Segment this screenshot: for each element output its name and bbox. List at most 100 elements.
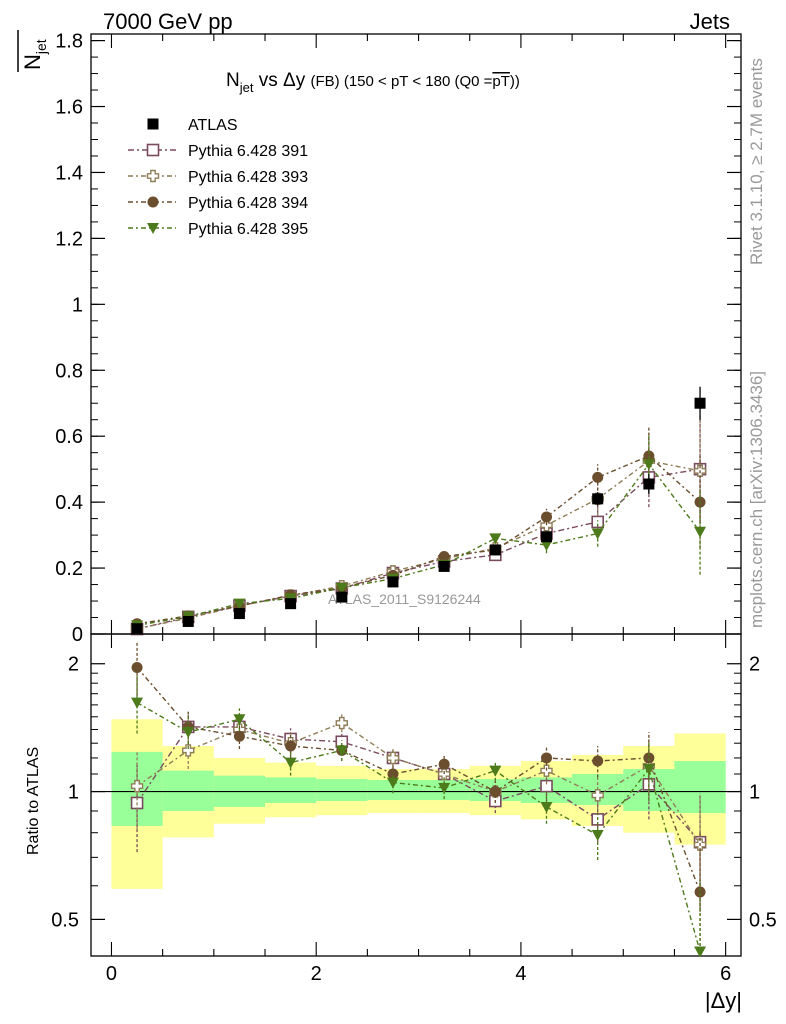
legend-label: Pythia 6.428 394 bbox=[188, 195, 308, 212]
data-point bbox=[642, 764, 655, 776]
data-point bbox=[233, 608, 245, 620]
plot-frame bbox=[90, 633, 742, 957]
y-tick-label: 1.8 bbox=[55, 31, 83, 53]
data-point bbox=[642, 459, 655, 471]
y-tick-label: 1.2 bbox=[55, 228, 83, 250]
data-point bbox=[592, 471, 604, 483]
data-point bbox=[336, 591, 348, 603]
data-point bbox=[335, 745, 348, 757]
series-4 bbox=[131, 676, 707, 958]
data-point bbox=[438, 560, 450, 572]
legend-marker bbox=[147, 196, 159, 208]
mcplots-label: mcplots.cern.ch [arXiv:1306.3436] bbox=[747, 371, 766, 628]
uncertainty-band-inner bbox=[316, 779, 368, 802]
data-point bbox=[489, 765, 502, 777]
x-axis-label: |Δy| bbox=[705, 988, 742, 1013]
legend-label: Pythia 6.428 395 bbox=[188, 221, 308, 238]
legend-marker bbox=[147, 223, 159, 234]
series-line bbox=[136, 455, 701, 625]
data-point bbox=[694, 526, 707, 538]
data-point bbox=[540, 539, 553, 551]
series-line bbox=[136, 667, 701, 893]
y-tick-label: 0 bbox=[72, 624, 83, 646]
series-line bbox=[136, 468, 701, 630]
ratio-y-tick-label-right: 1 bbox=[749, 782, 760, 804]
data-point bbox=[694, 946, 707, 958]
analysis-watermark: ATLAS_2011_S9126244 bbox=[328, 591, 481, 607]
ratio-ylabel: Ratio to ATLAS bbox=[25, 747, 42, 855]
data-point bbox=[386, 751, 400, 765]
data-point bbox=[130, 779, 144, 793]
series-0 bbox=[131, 386, 706, 635]
legend-label: Pythia 6.428 391 bbox=[188, 143, 308, 160]
header-right: Jets bbox=[690, 9, 730, 34]
main-title: Njet vs Δy (FB) (150 < pT < 180 (Q0 =pT)… bbox=[226, 70, 520, 95]
data-point bbox=[643, 752, 655, 764]
legend-item: Pythia 6.428 393 bbox=[128, 169, 308, 186]
ratio-y-tick-label: 2 bbox=[68, 654, 79, 676]
data-point bbox=[233, 714, 246, 726]
data-point bbox=[541, 511, 553, 523]
data-point bbox=[335, 582, 348, 594]
uncertainty-band-inner bbox=[265, 777, 317, 803]
data-point bbox=[438, 551, 450, 563]
data-point bbox=[489, 786, 501, 798]
data-point bbox=[489, 544, 501, 556]
y-tick-label: 1.6 bbox=[55, 97, 83, 119]
data-point bbox=[182, 615, 194, 627]
data-point bbox=[233, 730, 245, 742]
data-point bbox=[233, 598, 246, 610]
data-point bbox=[489, 533, 502, 545]
series-line bbox=[136, 722, 701, 846]
y-tick-label: 1.4 bbox=[55, 162, 83, 184]
legend-item: ATLAS bbox=[147, 117, 238, 134]
data-point bbox=[592, 755, 604, 767]
y-tick-label: 1 bbox=[72, 294, 83, 316]
legend-label: Pythia 6.428 393 bbox=[188, 169, 308, 186]
main-plot: 0 0.2 0.4 0.6 0.8 1 1.2 1.4 1.6 1.8 bbox=[55, 31, 742, 646]
data-point bbox=[438, 782, 451, 794]
data-point bbox=[387, 576, 399, 588]
data-point bbox=[335, 716, 348, 730]
data-point bbox=[591, 515, 604, 529]
data-point bbox=[131, 661, 143, 673]
data-point bbox=[694, 886, 706, 898]
data-point bbox=[643, 478, 655, 490]
data-point bbox=[541, 531, 553, 543]
uncertainty-band-inner bbox=[162, 770, 214, 812]
legend-item: Pythia 6.428 395 bbox=[128, 221, 308, 238]
ratio-y-tick-label: 0.5 bbox=[51, 909, 79, 931]
data-point bbox=[591, 830, 604, 842]
legend-item: Pythia 6.428 391 bbox=[128, 143, 308, 160]
x-tick-label: 6 bbox=[720, 963, 731, 985]
series-line bbox=[136, 460, 701, 630]
data-point bbox=[386, 777, 399, 789]
data-point bbox=[438, 758, 450, 770]
ratio-y-tick-label-right: 0.5 bbox=[749, 909, 777, 931]
data-point bbox=[285, 740, 297, 752]
y-tick-label: 0.6 bbox=[55, 426, 83, 448]
data-point bbox=[592, 493, 604, 505]
legend: ATLAS Pythia 6.428 391 Pythia 6.428 393 Pyt… bbox=[128, 117, 308, 238]
series-line bbox=[136, 463, 701, 627]
data-point bbox=[182, 744, 195, 757]
uncertainty-band-inner bbox=[367, 779, 419, 801]
y-tick-label: 0.4 bbox=[55, 492, 83, 514]
data-point bbox=[591, 528, 604, 540]
data-point bbox=[285, 598, 297, 610]
x-tick-label: 4 bbox=[515, 963, 526, 985]
x-tick-label: 2 bbox=[311, 963, 322, 985]
legend-item: Pythia 6.428 394 bbox=[128, 195, 308, 212]
x-tick-label: 0 bbox=[106, 963, 117, 985]
data-point bbox=[131, 623, 143, 635]
data-point bbox=[540, 519, 553, 532]
legend-marker bbox=[146, 143, 160, 157]
ratio-y-tick-label: 1 bbox=[68, 782, 79, 804]
series-line bbox=[136, 701, 701, 952]
data-point bbox=[541, 752, 553, 764]
main-ylabel: Njet bbox=[17, 30, 49, 72]
data-point bbox=[131, 697, 144, 709]
legend-marker bbox=[147, 118, 159, 130]
svg-text:Njet: Njet bbox=[20, 39, 49, 70]
